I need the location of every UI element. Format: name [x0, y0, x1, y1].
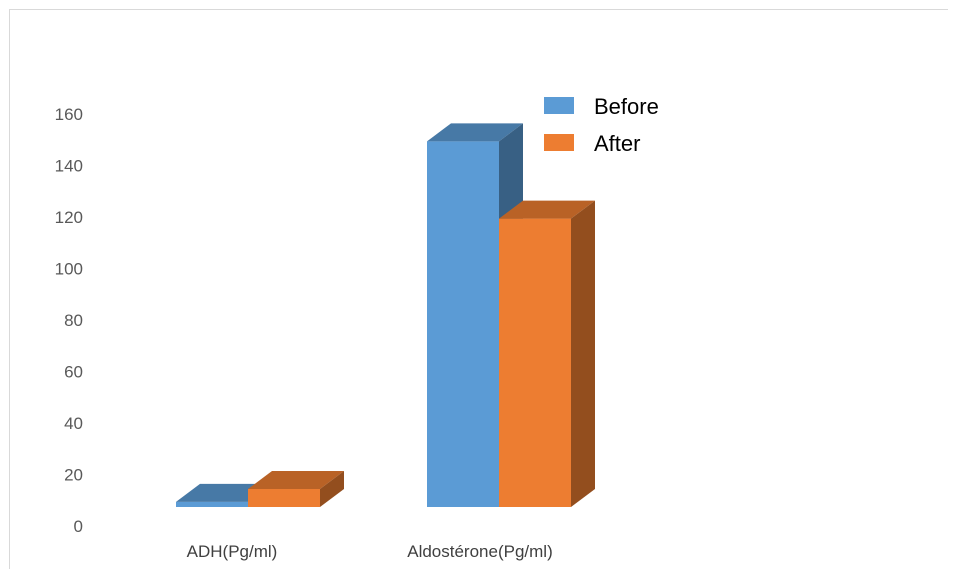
- x-category-label: Aldostérone(Pg/ml): [407, 542, 553, 561]
- y-tick-label: 120: [55, 208, 83, 227]
- bar-front: [248, 488, 320, 507]
- y-tick-label: 0: [74, 517, 83, 536]
- legend: Before After: [544, 94, 659, 156]
- bar-top: [499, 200, 595, 219]
- y-axis: 0 20 40 60 80 100 120 140 160: [55, 105, 83, 536]
- bar-front: [499, 218, 571, 507]
- legend-label: Before: [594, 94, 659, 119]
- y-tick-label: 80: [64, 311, 83, 330]
- bar-top: [427, 123, 523, 142]
- bar-top: [248, 470, 344, 489]
- bar-after: [499, 200, 595, 507]
- bars: [176, 123, 595, 507]
- x-axis: ADH(Pg/ml) Aldostérone(Pg/ml): [187, 542, 553, 561]
- legend-swatch: [544, 97, 574, 114]
- y-tick-label: 40: [64, 414, 83, 433]
- y-tick-label: 140: [55, 157, 83, 176]
- legend-label: After: [594, 131, 640, 156]
- x-category-label: ADH(Pg/ml): [187, 542, 278, 561]
- y-tick-label: 100: [55, 260, 83, 279]
- y-tick-label: 160: [55, 105, 83, 124]
- chart-frame: [9, 9, 948, 569]
- y-tick-label: 20: [64, 466, 83, 485]
- bar-side: [320, 470, 344, 507]
- bar-side: [571, 200, 595, 507]
- bar-front: [176, 501, 248, 507]
- bar-after: [248, 470, 344, 507]
- bar-front: [427, 141, 499, 507]
- y-tick-label: 60: [64, 363, 83, 382]
- legend-swatch: [544, 134, 574, 151]
